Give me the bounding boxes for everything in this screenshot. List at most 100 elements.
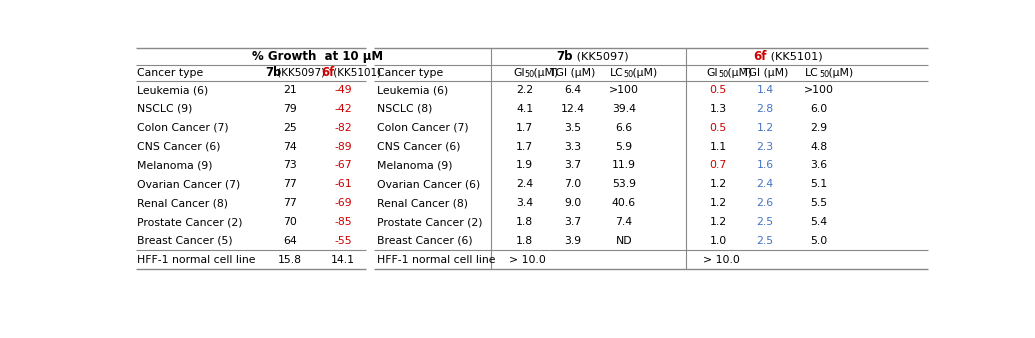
Text: Melanoma (9): Melanoma (9)	[137, 161, 212, 170]
Text: 5.0: 5.0	[810, 236, 828, 246]
Text: TGI (μM): TGI (μM)	[550, 68, 596, 78]
Text: 1.7: 1.7	[516, 123, 533, 133]
Text: 25: 25	[283, 123, 297, 133]
Text: 5.1: 5.1	[810, 179, 828, 189]
Text: 3.7: 3.7	[564, 217, 582, 227]
Text: -69: -69	[334, 198, 352, 208]
Text: 3.9: 3.9	[564, 236, 582, 246]
Text: 15.8: 15.8	[277, 255, 302, 265]
Text: 6f: 6f	[753, 50, 767, 63]
Text: 1.8: 1.8	[516, 217, 533, 227]
Text: (μM): (μM)	[825, 68, 853, 78]
Text: 50: 50	[819, 70, 829, 79]
Text: 1.2: 1.2	[710, 217, 727, 227]
Text: 50: 50	[718, 70, 729, 79]
Text: -82: -82	[334, 123, 352, 133]
Text: 7b: 7b	[556, 50, 572, 63]
Text: (μM): (μM)	[530, 68, 558, 78]
Text: 53.9: 53.9	[612, 179, 635, 189]
Text: -55: -55	[334, 236, 352, 246]
Text: 2.6: 2.6	[757, 198, 773, 208]
Text: 1.9: 1.9	[516, 161, 533, 170]
Text: 2.4: 2.4	[516, 179, 533, 189]
Text: 7.0: 7.0	[564, 179, 582, 189]
Text: 2.2: 2.2	[516, 85, 533, 95]
Text: 79: 79	[283, 104, 297, 114]
Text: > 10.0: > 10.0	[509, 255, 546, 265]
Text: 1.2: 1.2	[757, 123, 773, 133]
Text: 2.9: 2.9	[810, 123, 828, 133]
Text: 1.3: 1.3	[710, 104, 727, 114]
Text: 0.7: 0.7	[710, 161, 727, 170]
Text: TGI (μM): TGI (μM)	[742, 68, 788, 78]
Text: Melanoma (9): Melanoma (9)	[378, 161, 453, 170]
Text: 1.7: 1.7	[516, 142, 533, 152]
Text: 7b: 7b	[265, 66, 282, 79]
Text: 1.4: 1.4	[757, 85, 773, 95]
Text: LC: LC	[805, 68, 819, 78]
Text: (KK5097): (KK5097)	[572, 52, 628, 62]
Text: 0.5: 0.5	[710, 85, 727, 95]
Text: 6.4: 6.4	[564, 85, 582, 95]
Text: 1.6: 1.6	[757, 161, 773, 170]
Text: (μM): (μM)	[629, 68, 657, 78]
Text: >100: >100	[804, 85, 834, 95]
Text: GI: GI	[707, 68, 718, 78]
Text: 2.3: 2.3	[757, 142, 773, 152]
Text: 39.4: 39.4	[612, 104, 635, 114]
Text: -85: -85	[334, 217, 352, 227]
Text: 3.6: 3.6	[810, 161, 828, 170]
Text: Breast Cancer (6): Breast Cancer (6)	[378, 236, 473, 246]
Text: 5.4: 5.4	[810, 217, 828, 227]
Text: 14.1: 14.1	[331, 255, 355, 265]
Text: 50: 50	[624, 70, 634, 79]
Text: Leukemia (6): Leukemia (6)	[378, 85, 448, 95]
Text: >100: >100	[609, 85, 639, 95]
Text: 6f: 6f	[322, 66, 335, 79]
Text: 40.6: 40.6	[612, 198, 635, 208]
Text: 2.8: 2.8	[757, 104, 773, 114]
Text: % Growth  at 10 μM: % Growth at 10 μM	[252, 50, 383, 63]
Text: Ovarian Cancer (6): Ovarian Cancer (6)	[378, 179, 480, 189]
Text: 1.0: 1.0	[710, 236, 727, 246]
Text: -61: -61	[334, 179, 352, 189]
Text: -42: -42	[334, 104, 352, 114]
Text: Prostate Cancer (2): Prostate Cancer (2)	[378, 217, 483, 227]
Text: ND: ND	[616, 236, 632, 246]
Text: HFF-1 normal cell line: HFF-1 normal cell line	[378, 255, 496, 265]
Text: Colon Cancer (7): Colon Cancer (7)	[137, 123, 229, 133]
Text: CNS Cancer (6): CNS Cancer (6)	[378, 142, 461, 152]
Text: Ovarian Cancer (7): Ovarian Cancer (7)	[137, 179, 240, 189]
Text: 0.5: 0.5	[710, 123, 727, 133]
Text: 1.2: 1.2	[710, 179, 727, 189]
Text: (KK5101): (KK5101)	[767, 52, 823, 62]
Text: NSCLC (9): NSCLC (9)	[137, 104, 193, 114]
Text: LC: LC	[610, 68, 624, 78]
Text: Prostate Cancer (2): Prostate Cancer (2)	[137, 217, 242, 227]
Text: 50: 50	[525, 70, 535, 79]
Text: 64: 64	[283, 236, 297, 246]
Text: 5.5: 5.5	[810, 198, 828, 208]
Text: 11.9: 11.9	[612, 161, 635, 170]
Text: 1.8: 1.8	[516, 236, 533, 246]
Text: -89: -89	[334, 142, 352, 152]
Text: 5.9: 5.9	[615, 142, 632, 152]
Text: 9.0: 9.0	[564, 198, 582, 208]
Text: 3.3: 3.3	[564, 142, 582, 152]
Text: > 10.0: > 10.0	[703, 255, 740, 265]
Text: NSCLC (8): NSCLC (8)	[378, 104, 433, 114]
Text: 73: 73	[283, 161, 297, 170]
Text: 3.4: 3.4	[516, 198, 533, 208]
Text: 6.6: 6.6	[615, 123, 632, 133]
Text: Colon Cancer (7): Colon Cancer (7)	[378, 123, 469, 133]
Text: Renal Cancer (8): Renal Cancer (8)	[137, 198, 228, 208]
Text: Cancer type: Cancer type	[137, 68, 203, 78]
Text: Breast Cancer (5): Breast Cancer (5)	[137, 236, 233, 246]
Text: Renal Cancer (8): Renal Cancer (8)	[378, 198, 469, 208]
Text: Leukemia (6): Leukemia (6)	[137, 85, 208, 95]
Text: 7.4: 7.4	[615, 217, 632, 227]
Text: 77: 77	[283, 198, 297, 208]
Text: (KK5101): (KK5101)	[330, 68, 381, 78]
Text: 70: 70	[283, 217, 297, 227]
Text: HFF-1 normal cell line: HFF-1 normal cell line	[137, 255, 256, 265]
